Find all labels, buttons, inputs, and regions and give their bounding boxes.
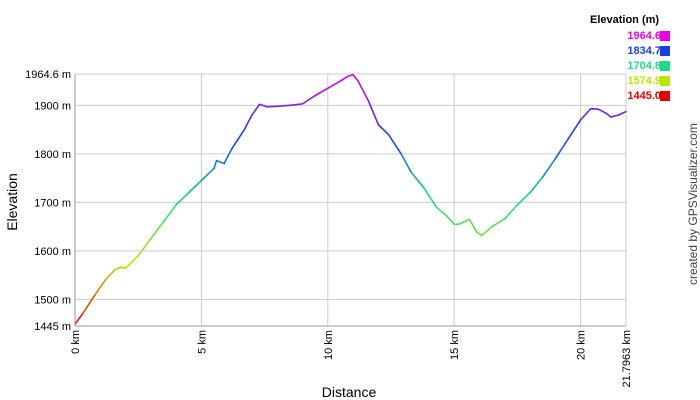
- profile-segment-54: [610, 114, 620, 118]
- y-tick-label-1: 1900 m: [34, 100, 71, 112]
- profile-segment-29: [357, 80, 370, 102]
- x-tick-label-4: 20 km: [576, 330, 588, 360]
- profile-segment-35: [423, 186, 438, 208]
- profile-segment-6: [124, 254, 139, 270]
- legend-value: 1445.0: [627, 90, 661, 102]
- x-tick-label-0: 0 km: [70, 330, 82, 354]
- profile-segment-41: [476, 231, 483, 237]
- x-tick-labels: 0 km 5 km 10 km 15 km 20 km 21.7963 km: [70, 330, 633, 387]
- profile-segment-34: [410, 171, 425, 189]
- profile-segment-52: [597, 108, 607, 114]
- profile-segment-22: [289, 103, 304, 107]
- y-axis-label: Elevation: [4, 173, 20, 231]
- profile-segment-30: [367, 99, 380, 126]
- legend-item-1: 1834.7: [600, 45, 690, 57]
- profile-segment-16: [230, 128, 246, 150]
- profile-segment-43: [491, 218, 506, 228]
- profile-segment-18: [251, 103, 261, 116]
- profile-segment-44: [503, 203, 519, 220]
- legend-swatch: [660, 91, 670, 101]
- legend-value: 1834.7: [627, 45, 661, 57]
- profile-segment-13: [213, 159, 218, 170]
- profile-segment-0: [74, 313, 84, 325]
- profile-segment-19: [258, 103, 268, 108]
- profile-segment-48: [554, 138, 569, 160]
- y-tick-label-3: 1700 m: [34, 197, 71, 209]
- profile-segment-37: [445, 215, 455, 225]
- profile-segment-31: [377, 123, 390, 136]
- legend-swatch: [660, 76, 670, 86]
- profile-segment-2: [94, 279, 107, 296]
- y-tick-label-0: 1964.6 m: [25, 69, 71, 81]
- profile-segment-49: [567, 119, 582, 141]
- legend-item-2: 1704.8: [600, 60, 690, 72]
- profile-segment-9: [162, 203, 177, 223]
- x-tick-label-3: 15 km: [449, 330, 461, 360]
- profile-segment-14: [215, 159, 225, 165]
- profile-segment-55: [617, 110, 627, 116]
- legend-swatch: [660, 31, 670, 41]
- legend-title: Elevation (m): [590, 14, 660, 26]
- profile-segment-33: [400, 153, 413, 174]
- credit-text: created by GPSVisualizer.com: [686, 123, 700, 285]
- profile-segment-8: [150, 220, 165, 240]
- x-tick-label-5: 21.7963 km: [621, 330, 633, 387]
- profile-segment-4: [114, 266, 122, 271]
- profile-segment-17: [243, 114, 253, 131]
- profile-segment-46: [529, 176, 544, 194]
- profile-segment-36: [435, 206, 448, 217]
- legend-item-0: 1964.6: [600, 30, 690, 42]
- legend-value: 1574.9: [627, 75, 661, 87]
- profile-segment-1: [81, 293, 97, 315]
- profile-segment-10: [175, 191, 190, 206]
- legend-value: 1964.6: [627, 30, 661, 42]
- y-tick-label-5: 1500 m: [34, 294, 71, 306]
- profile-segment-23: [301, 94, 316, 105]
- y-tick-label-6: 1445 m: [34, 321, 71, 333]
- legend-item-4: 1445.0: [600, 90, 690, 102]
- x-tick-label-1: 5 km: [196, 330, 208, 354]
- legend-swatch: [660, 61, 670, 71]
- y-tick-label-2: 1800 m: [34, 149, 71, 161]
- profile-segment-21: [276, 104, 291, 108]
- profile-segment-45: [516, 191, 531, 206]
- profile-segment-42: [481, 225, 493, 237]
- profile-segment-11: [187, 179, 203, 194]
- axes: [74, 74, 626, 327]
- y-tick-label-4: 1600 m: [34, 246, 71, 258]
- y-tick-labels: 1964.6 m 1900 m 1800 m 1700 m 1600 m 1500 m 14…: [25, 69, 71, 333]
- profile-segment-12: [200, 167, 215, 182]
- profile-segment-26: [339, 75, 349, 82]
- profile-segment-7: [137, 237, 152, 257]
- profile-segment-3: [104, 268, 117, 281]
- profile-segment-39: [458, 218, 471, 225]
- grid: [74, 73, 627, 327]
- elevation-profile-line: [74, 73, 627, 325]
- profile-segment-32: [387, 133, 402, 155]
- profile-segment-15: [223, 148, 233, 165]
- profile-segment-40: [468, 218, 478, 234]
- profile-segment-28: [352, 73, 359, 82]
- profile-segment-50: [579, 107, 592, 121]
- legend-swatch: [660, 46, 670, 56]
- x-axis-label: Distance: [322, 384, 377, 400]
- legend-item-3: 1574.9: [600, 75, 690, 87]
- x-tick-label-2: 10 km: [323, 330, 335, 360]
- profile-segment-47: [541, 157, 557, 178]
- legend-value: 1704.8: [627, 60, 661, 72]
- profile-segment-27: [347, 73, 354, 78]
- profile-segment-25: [326, 80, 342, 90]
- profile-segment-5: [119, 266, 127, 270]
- profile-segment-24: [314, 87, 329, 97]
- profile-segment-53: [605, 112, 612, 118]
